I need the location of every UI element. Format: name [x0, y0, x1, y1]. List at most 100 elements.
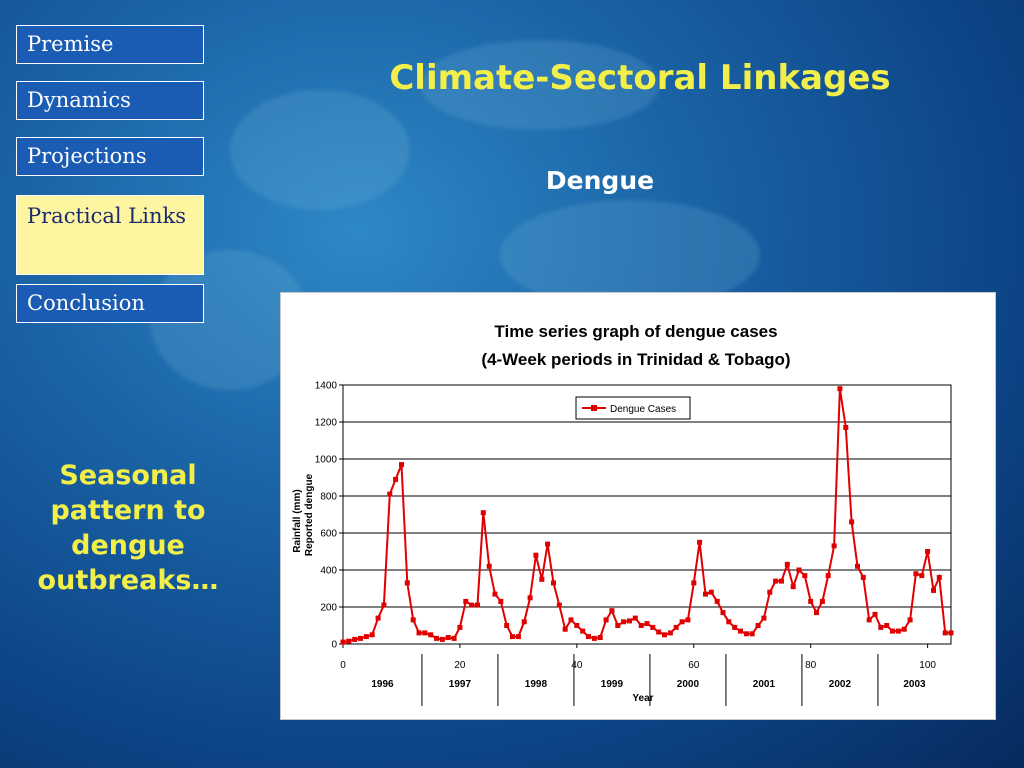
- y-axis-label-line-1: Rainfall (mm): [292, 489, 303, 552]
- data-point: [346, 638, 352, 644]
- data-point: [358, 635, 363, 641]
- data-point: [743, 631, 749, 637]
- data-point: [451, 635, 457, 641]
- data-point: [515, 634, 521, 640]
- data-point: [621, 619, 627, 625]
- data-point: [878, 624, 884, 630]
- series-line: [342, 388, 951, 644]
- data-point: [632, 615, 638, 621]
- data-point: [872, 611, 878, 617]
- data-point: [352, 636, 358, 642]
- nav-conclusion-button[interactable]: Conclusion: [16, 284, 204, 324]
- data-point: [533, 552, 539, 558]
- data-point: [410, 617, 416, 623]
- data-point: [755, 623, 761, 628]
- data-point: [796, 567, 802, 573]
- data-point: [457, 624, 463, 630]
- year-label: 2003: [903, 679, 926, 690]
- data-point: [901, 626, 907, 632]
- x-tick-label: 0: [340, 660, 346, 671]
- data-point: [697, 539, 703, 545]
- data-point: [591, 635, 597, 641]
- x-axis-label: Year: [632, 693, 653, 704]
- data-point: [703, 591, 708, 597]
- data-point: [603, 617, 609, 623]
- data-point: [866, 617, 872, 623]
- data-point: [708, 589, 714, 595]
- data-point: [738, 628, 743, 634]
- data-point: [714, 598, 720, 604]
- data-point: [761, 615, 767, 621]
- data-point: [498, 598, 504, 604]
- data-point: [404, 580, 410, 586]
- slide-subtitle: Dengue: [545, 166, 655, 195]
- axis-layer: 0 200 400 600 800 1000 1200 1400 0 20 40 60 80 100 199…: [315, 381, 936, 706]
- year-label: 2000: [677, 679, 700, 690]
- data-point: [726, 619, 732, 625]
- data-point: [749, 631, 755, 637]
- legend-marker: [591, 405, 597, 411]
- data-point: [656, 629, 662, 635]
- data-point: [849, 519, 855, 525]
- year-label: 1996: [371, 679, 394, 690]
- data-point: [492, 591, 498, 597]
- data-point: [375, 615, 381, 621]
- data-point: [574, 623, 580, 628]
- nav-dynamics-button[interactable]: Dynamics: [16, 81, 204, 121]
- x-tick-label: 80: [805, 660, 817, 671]
- data-point: [919, 573, 925, 579]
- y-tick-label: 0: [331, 640, 337, 651]
- data-point: [539, 576, 545, 582]
- data-point: [650, 624, 656, 630]
- data-point: [779, 578, 784, 584]
- data-point: [381, 602, 387, 608]
- data-point: [942, 630, 948, 636]
- data-point: [463, 598, 469, 604]
- y-tick-label: 800: [320, 492, 337, 503]
- side-note: Seasonal pattern to dengue outbreaks…: [37, 460, 219, 597]
- data-point: [819, 598, 825, 604]
- data-point: [843, 425, 849, 430]
- data-point: [931, 587, 936, 593]
- series-layer: [340, 386, 954, 645]
- data-point: [551, 580, 556, 586]
- data-point: [393, 476, 399, 482]
- data-point: [527, 595, 533, 601]
- x-tick-label: 60: [688, 660, 700, 671]
- data-point: [486, 563, 492, 569]
- year-label: 1998: [525, 679, 548, 690]
- data-point: [913, 571, 919, 577]
- plot-frame: [342, 384, 952, 645]
- data-point: [399, 462, 404, 468]
- data-point: [475, 602, 480, 608]
- data-point: [638, 623, 644, 628]
- data-point: [673, 624, 679, 630]
- data-point: [369, 632, 375, 638]
- data-point: [860, 574, 866, 580]
- data-point: [837, 386, 843, 392]
- data-point: [510, 634, 515, 640]
- nav-practical-links-button[interactable]: Practical Links: [16, 195, 204, 275]
- grid-layer: [342, 384, 952, 645]
- nav-premise-button[interactable]: Premise: [16, 25, 204, 65]
- data-point: [895, 628, 901, 634]
- data-point: [568, 617, 574, 623]
- data-point: [627, 618, 632, 624]
- y-tick-label: 600: [320, 529, 337, 540]
- data-point: [597, 635, 603, 640]
- y-tick-label: 1400: [315, 381, 338, 392]
- data-point: [662, 632, 667, 638]
- data-point: [586, 634, 591, 640]
- nav-projections-button[interactable]: Projections: [16, 137, 204, 177]
- data-point: [469, 602, 475, 608]
- data-point: [340, 639, 346, 645]
- y-tick-label: 1200: [315, 418, 338, 429]
- background-map-shape: [500, 200, 760, 310]
- data-point: [802, 573, 808, 579]
- data-point: [434, 635, 439, 641]
- legend: Dengue Cases: [575, 396, 691, 420]
- data-point: [825, 573, 831, 579]
- x-tick-label: 20: [454, 660, 466, 671]
- data-point: [784, 561, 790, 567]
- year-label: 2002: [829, 679, 852, 690]
